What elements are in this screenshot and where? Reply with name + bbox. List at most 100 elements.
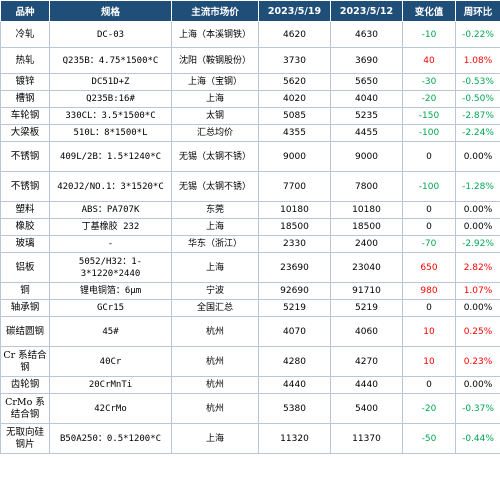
cell-price-current: 5219 (258, 299, 331, 317)
cell-name: 槽钢 (0, 90, 50, 108)
cell-change: 0 (402, 218, 456, 236)
cell-market: 上海 (171, 218, 259, 236)
cell-weekly-pct: -0.53% (455, 73, 500, 91)
table-row: 冷轧 DC-03 上海（本溪钢铁） 4620 4630 -10 -0.22% (0, 21, 500, 48)
table-row: 轴承钢 GCr15 全国汇总 5219 5219 0 0.00% (0, 299, 500, 317)
cell-price-current: 4020 (258, 90, 331, 108)
cell-price-current: 11320 (258, 423, 331, 454)
cell-market: 杭州 (171, 316, 259, 347)
cell-weekly-pct: -2.24% (455, 124, 500, 142)
cell-market: 太钢 (171, 107, 259, 125)
cell-price-previous: 10180 (330, 201, 403, 219)
cell-price-previous: 4270 (330, 346, 403, 377)
cell-name: 齿轮钢 (0, 376, 50, 394)
cell-weekly-pct: 0.00% (455, 299, 500, 317)
header-market: 主流市场价 (171, 0, 259, 22)
cell-change: -10 (402, 21, 456, 48)
cell-market: 上海 (171, 252, 259, 283)
cell-spec: 5052/H32：1-3*1220*2440 (49, 252, 172, 283)
cell-weekly-pct: -1.28% (455, 171, 500, 202)
cell-spec: DC-03 (49, 21, 172, 48)
cell-spec: 丁基橡胶 232 (49, 218, 172, 236)
cell-change: 10 (402, 316, 456, 347)
cell-price-current: 2330 (258, 235, 331, 253)
cell-price-previous: 4440 (330, 376, 403, 394)
cell-name: 塑料 (0, 201, 50, 219)
cell-weekly-pct: 0.23% (455, 346, 500, 377)
cell-spec: ABS：PA707K (49, 201, 172, 219)
cell-market: 无锡（太钢不锈） (171, 171, 259, 202)
cell-change: -30 (402, 73, 456, 91)
cell-spec: Q235B:16# (49, 90, 172, 108)
cell-weekly-pct: -0.22% (455, 21, 500, 48)
cell-weekly-pct: 0.00% (455, 218, 500, 236)
cell-change: -20 (402, 393, 456, 424)
cell-name: 镀锌 (0, 73, 50, 91)
table-row: 热轧 Q235B：4.75*1500*C 沈阳（鞍钢股份） 3730 3690 40 1.0… (0, 47, 500, 74)
cell-price-previous: 5650 (330, 73, 403, 91)
cell-change: 980 (402, 282, 456, 300)
cell-market: 上海 (171, 90, 259, 108)
cell-market: 东莞 (171, 201, 259, 219)
cell-change: 0 (402, 141, 456, 172)
table-row: 不锈钢 409L/2B：1.5*1240*C 无锡（太钢不锈） 9000 9000 0 0.… (0, 141, 500, 172)
table-row: 镀锌 DC51D+Z 上海（宝钢） 5620 5650 -30 -0.53% (0, 73, 500, 91)
table-row: 槽钢 Q235B:16# 上海 4020 4040 -20 -0.50% (0, 90, 500, 108)
cell-weekly-pct: -0.37% (455, 393, 500, 424)
table-row: 大梁板 510L：8*1500*L 汇总均价 4355 4455 -100 -2.24% (0, 124, 500, 142)
cell-weekly-pct: -0.44% (455, 423, 500, 454)
cell-price-previous: 5400 (330, 393, 403, 424)
cell-price-current: 4070 (258, 316, 331, 347)
cell-market: 汇总均价 (171, 124, 259, 142)
cell-price-current: 4620 (258, 21, 331, 48)
cell-price-previous: 4455 (330, 124, 403, 142)
cell-change: -70 (402, 235, 456, 253)
cell-change: -50 (402, 423, 456, 454)
cell-name: 大梁板 (0, 124, 50, 142)
cell-change: -100 (402, 171, 456, 202)
table-row: Cr 系结合钢 40Cr 杭州 4280 4270 10 0.23% (0, 346, 500, 377)
cell-spec: 锂电铜箔：6μm (49, 282, 172, 300)
cell-price-current: 18500 (258, 218, 331, 236)
table-row: 玻璃 - 华东（浙江） 2330 2400 -70 -2.92% (0, 235, 500, 253)
cell-market: 杭州 (171, 346, 259, 377)
cell-market: 上海（宝钢） (171, 73, 259, 91)
cell-market: 杭州 (171, 376, 259, 394)
cell-price-previous: 5219 (330, 299, 403, 317)
cell-price-current: 4440 (258, 376, 331, 394)
cell-change: 40 (402, 47, 456, 74)
cell-change: -20 (402, 90, 456, 108)
cell-spec: 409L/2B：1.5*1240*C (49, 141, 172, 172)
cell-market: 华东（浙江） (171, 235, 259, 253)
cell-name: CrMo 系结合钢 (0, 393, 50, 424)
cell-price-current: 5085 (258, 107, 331, 125)
cell-price-current: 4280 (258, 346, 331, 377)
table-row: 橡胶 丁基橡胶 232 上海 18500 18500 0 0.00% (0, 218, 500, 236)
table-row: 齿轮钢 20CrMnTi 杭州 4440 4440 0 0.00% (0, 376, 500, 394)
cell-weekly-pct: 1.07% (455, 282, 500, 300)
cell-name: 车轮钢 (0, 107, 50, 125)
cell-market: 杭州 (171, 393, 259, 424)
cell-change: 0 (402, 299, 456, 317)
cell-price-current: 10180 (258, 201, 331, 219)
cell-price-current: 7700 (258, 171, 331, 202)
cell-spec: GCr15 (49, 299, 172, 317)
cell-price-previous: 9000 (330, 141, 403, 172)
cell-name: 橡胶 (0, 218, 50, 236)
cell-spec: 45# (49, 316, 172, 347)
cell-spec: 420J2/NO.1：3*1520*C (49, 171, 172, 202)
cell-price-previous: 4630 (330, 21, 403, 48)
table-row: 碳结圆钢 45# 杭州 4070 4060 10 0.25% (0, 316, 500, 347)
cell-name: 不锈钢 (0, 141, 50, 172)
cell-change: 0 (402, 201, 456, 219)
table-row: 铝板 5052/H32：1-3*1220*2440 上海 23690 23040 650 2… (0, 252, 500, 283)
cell-spec: 330CL：3.5*1500*C (49, 107, 172, 125)
cell-weekly-pct: 1.08% (455, 47, 500, 74)
cell-price-current: 92690 (258, 282, 331, 300)
header-name: 品种 (0, 0, 50, 22)
table-row: 不锈钢 420J2/NO.1：3*1520*C 无锡（太钢不锈） 7700 7800 -1… (0, 171, 500, 202)
cell-change: 10 (402, 346, 456, 377)
table-row: 铜锂电铜箔：6μm 宁波 92690 91710 980 1.07% (0, 282, 500, 300)
cell-weekly-pct: 0.00% (455, 376, 500, 394)
header-change: 变化值 (402, 0, 456, 22)
